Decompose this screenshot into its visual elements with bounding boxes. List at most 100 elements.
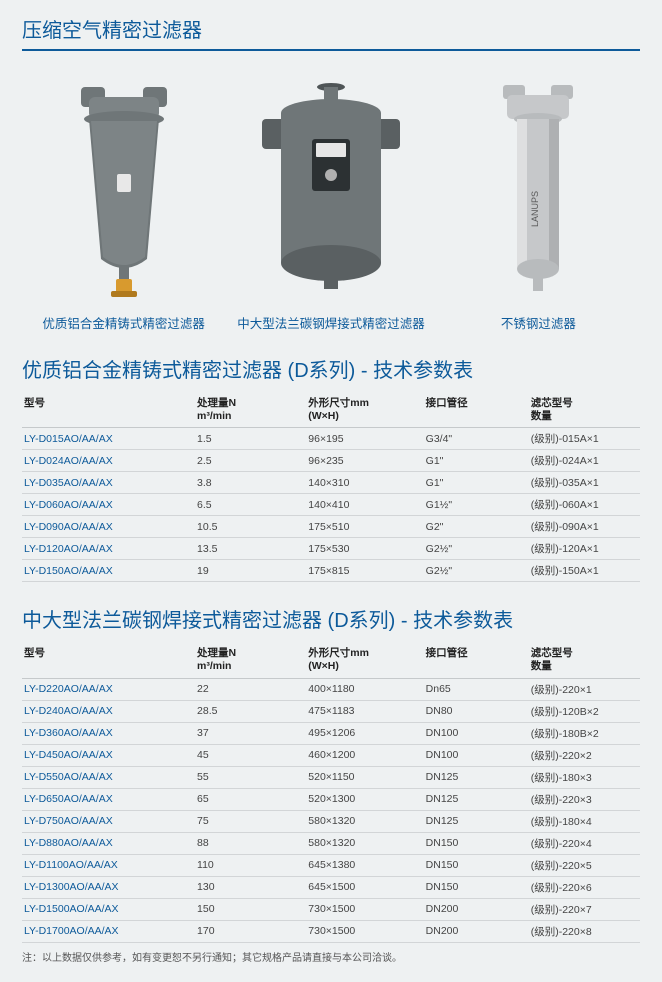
- cell-filter: (级别)-035A×1: [529, 472, 640, 494]
- cell-model: LY-D060AO/AA/AX: [22, 494, 195, 516]
- cell-flow: 37: [195, 722, 306, 744]
- cell-filter: (级别)-120B×2: [529, 700, 640, 722]
- cell-model: LY-D240AO/AA/AX: [22, 700, 195, 722]
- cell-dim: 96×195: [306, 428, 423, 450]
- footnote: 注：以上数据仅供参考，如有变更恕不另行通知；其它规格产品请直接与本公司洽谈。: [22, 949, 640, 964]
- table-row: LY-D150AO/AA/AX19175×815G2½"(级别)-150A×1: [22, 560, 640, 582]
- table-row: LY-D035AO/AA/AX3.8140×310G1"(级别)-035A×1: [22, 472, 640, 494]
- table-2: 型号 处理量Nm³/min 外形尺寸mm(W×H) 接口管径 滤芯型号数量 LY…: [22, 643, 640, 942]
- table-row: LY-D024AO/AA/AX2.596×235G1"(级别)-024A×1: [22, 450, 640, 472]
- cell-model: LY-D1500AO/AA/AX: [22, 898, 195, 920]
- table-row: LY-D360AO/AA/AX37495×1206DN100(级别)-180B×…: [22, 722, 640, 744]
- cell-dim: 730×1500: [306, 920, 423, 942]
- cell-model: LY-D035AO/AA/AX: [22, 472, 195, 494]
- cell-filter: (级别)-180B×2: [529, 722, 640, 744]
- cell-dim: 175×510: [306, 516, 423, 538]
- cell-flow: 88: [195, 832, 306, 854]
- table-row: LY-D120AO/AA/AX13.5175×530G2½"(级别)-120A×…: [22, 538, 640, 560]
- product-row: 优质铝合金精铸式精密过滤器 中大型法兰碳钢焊接式精密过滤器: [22, 69, 640, 332]
- cell-model: LY-D090AO/AA/AX: [22, 516, 195, 538]
- section1-title: 优质铝合金精铸式精密过滤器 (D系列) - 技术参数表: [22, 354, 640, 383]
- table-row: LY-D090AO/AA/AX10.5175×510G2"(级别)-090A×1: [22, 516, 640, 538]
- th-port: 接口管径: [424, 643, 529, 678]
- cell-model: LY-D024AO/AA/AX: [22, 450, 195, 472]
- cell-port: G2½": [424, 560, 529, 582]
- cell-model: LY-D1700AO/AA/AX: [22, 920, 195, 942]
- cell-port: DN125: [424, 810, 529, 832]
- cell-flow: 28.5: [195, 700, 306, 722]
- cell-filter: (级别)-220×8: [529, 920, 640, 942]
- cell-dim: 475×1183: [306, 700, 423, 722]
- cell-model: LY-D650AO/AA/AX: [22, 788, 195, 810]
- product-3-caption: 不锈钢过滤器: [501, 313, 576, 332]
- page-title: 压缩空气精密过滤器: [22, 14, 640, 51]
- product-2: 中大型法兰碳钢焊接式精密过滤器: [233, 69, 428, 332]
- cell-dim: 580×1320: [306, 832, 423, 854]
- cell-model: LY-D150AO/AA/AX: [22, 560, 195, 582]
- cell-port: G2½": [424, 538, 529, 560]
- cell-flow: 110: [195, 854, 306, 876]
- cell-dim: 96×235: [306, 450, 423, 472]
- cell-port: DN125: [424, 788, 529, 810]
- cell-port: DN125: [424, 766, 529, 788]
- cell-flow: 65: [195, 788, 306, 810]
- cell-filter: (级别)-015A×1: [529, 428, 640, 450]
- th-flow: 处理量Nm³/min: [195, 643, 306, 678]
- th-model: 型号: [22, 393, 195, 428]
- table-row: LY-D1700AO/AA/AX170730×1500DN200(级别)-220…: [22, 920, 640, 942]
- cell-filter: (级别)-220×5: [529, 854, 640, 876]
- cell-port: DN80: [424, 700, 529, 722]
- cell-flow: 45: [195, 744, 306, 766]
- cell-port: G1½": [424, 494, 529, 516]
- th-dim: 外形尺寸mm(W×H): [306, 643, 423, 678]
- cell-filter: (级别)-220×7: [529, 898, 640, 920]
- cell-filter: (级别)-120A×1: [529, 538, 640, 560]
- cell-port: G1": [424, 450, 529, 472]
- cell-flow: 6.5: [195, 494, 306, 516]
- cell-filter: (级别)-150A×1: [529, 560, 640, 582]
- table-row: LY-D450AO/AA/AX45460×1200DN100(级别)-220×2: [22, 744, 640, 766]
- table-row: LY-D880AO/AA/AX88580×1320DN150(级别)-220×4: [22, 832, 640, 854]
- product-1-caption: 优质铝合金精铸式精密过滤器: [42, 313, 205, 332]
- cell-dim: 400×1180: [306, 678, 423, 700]
- cell-port: G2": [424, 516, 529, 538]
- cell-model: LY-D015AO/AA/AX: [22, 428, 195, 450]
- svg-text:LANUPS: LANUPS: [530, 191, 540, 227]
- cell-dim: 140×310: [306, 472, 423, 494]
- cell-filter: (级别)-220×3: [529, 788, 640, 810]
- cell-flow: 22: [195, 678, 306, 700]
- cell-dim: 730×1500: [306, 898, 423, 920]
- cell-model: LY-D1100AO/AA/AX: [22, 854, 195, 876]
- product-3-image: LANUPS: [493, 79, 583, 299]
- product-3: LANUPS 不锈钢过滤器: [441, 79, 636, 332]
- table-row: LY-D550AO/AA/AX55520×1150DN125(级别)-180×3: [22, 766, 640, 788]
- section2-title: 中大型法兰碳钢焊接式精密过滤器 (D系列) - 技术参数表: [22, 604, 640, 633]
- cell-flow: 10.5: [195, 516, 306, 538]
- cell-flow: 150: [195, 898, 306, 920]
- cell-flow: 3.8: [195, 472, 306, 494]
- th-filter: 滤芯型号数量: [529, 393, 640, 428]
- cell-port: DN200: [424, 898, 529, 920]
- product-2-caption: 中大型法兰碳钢焊接式精密过滤器: [237, 313, 425, 332]
- cell-filter: (级别)-024A×1: [529, 450, 640, 472]
- cell-model: LY-D360AO/AA/AX: [22, 722, 195, 744]
- cell-flow: 13.5: [195, 538, 306, 560]
- cell-filter: (级别)-060A×1: [529, 494, 640, 516]
- cell-dim: 520×1150: [306, 766, 423, 788]
- cell-port: G3/4": [424, 428, 529, 450]
- cell-model: LY-D120AO/AA/AX: [22, 538, 195, 560]
- cell-flow: 1.5: [195, 428, 306, 450]
- cell-flow: 130: [195, 876, 306, 898]
- table-row: LY-D1100AO/AA/AX110645×1380DN150(级别)-220…: [22, 854, 640, 876]
- cell-filter: (级别)-090A×1: [529, 516, 640, 538]
- cell-dim: 495×1206: [306, 722, 423, 744]
- cell-dim: 460×1200: [306, 744, 423, 766]
- cell-dim: 520×1300: [306, 788, 423, 810]
- cell-filter: (级别)-220×6: [529, 876, 640, 898]
- cell-filter: (级别)-180×3: [529, 766, 640, 788]
- table-row: LY-D060AO/AA/AX6.5140×410G1½"(级别)-060A×1: [22, 494, 640, 516]
- cell-filter: (级别)-180×4: [529, 810, 640, 832]
- cell-dim: 175×530: [306, 538, 423, 560]
- table-row: LY-D1300AO/AA/AX130645×1500DN150(级别)-220…: [22, 876, 640, 898]
- cell-model: LY-D220AO/AA/AX: [22, 678, 195, 700]
